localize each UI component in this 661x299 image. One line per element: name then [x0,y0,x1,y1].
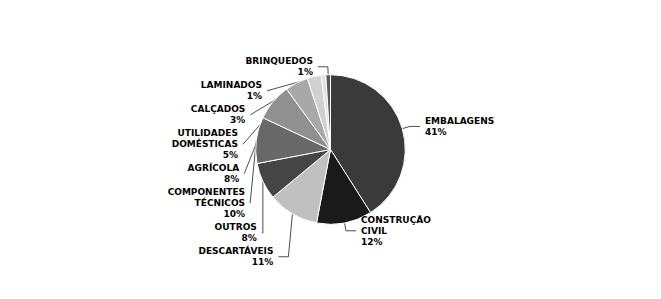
svg-text:LAMINADOS: LAMINADOS [201,80,262,90]
svg-text:AGRÍCOLA: AGRÍCOLA [188,162,240,173]
svg-text:CALÇADOS: CALÇADOS [191,104,245,114]
svg-text:12%: 12% [361,237,383,247]
svg-text:3%: 3% [230,115,245,125]
svg-text:1%: 1% [247,91,262,101]
svg-text:5%: 5% [223,150,238,160]
svg-text:EMBALAGENS: EMBALAGENS [425,116,494,126]
svg-text:8%: 8% [242,233,257,243]
svg-text:COMPONENTES: COMPONENTES [168,187,245,197]
svg-text:10%: 10% [224,209,246,219]
svg-text:OUTROS: OUTROS [215,222,257,232]
svg-text:1%: 1% [298,67,313,77]
svg-text:DOMÉSTICAS: DOMÉSTICAS [172,138,238,149]
svg-text:TÉCNICOS: TÉCNICOS [195,197,246,208]
svg-text:CIVIL: CIVIL [361,226,387,236]
svg-text:BRINQUEDOS: BRINQUEDOS [246,56,313,66]
svg-text:UTILIDADES: UTILIDADES [177,128,237,138]
svg-text:CONSTRUÇÃO: CONSTRUÇÃO [361,215,431,225]
svg-text:8%: 8% [224,174,239,184]
svg-text:DESCARTÁVEIS: DESCARTÁVEIS [198,245,273,256]
svg-text:41%: 41% [425,127,447,137]
svg-text:11%: 11% [252,257,274,267]
